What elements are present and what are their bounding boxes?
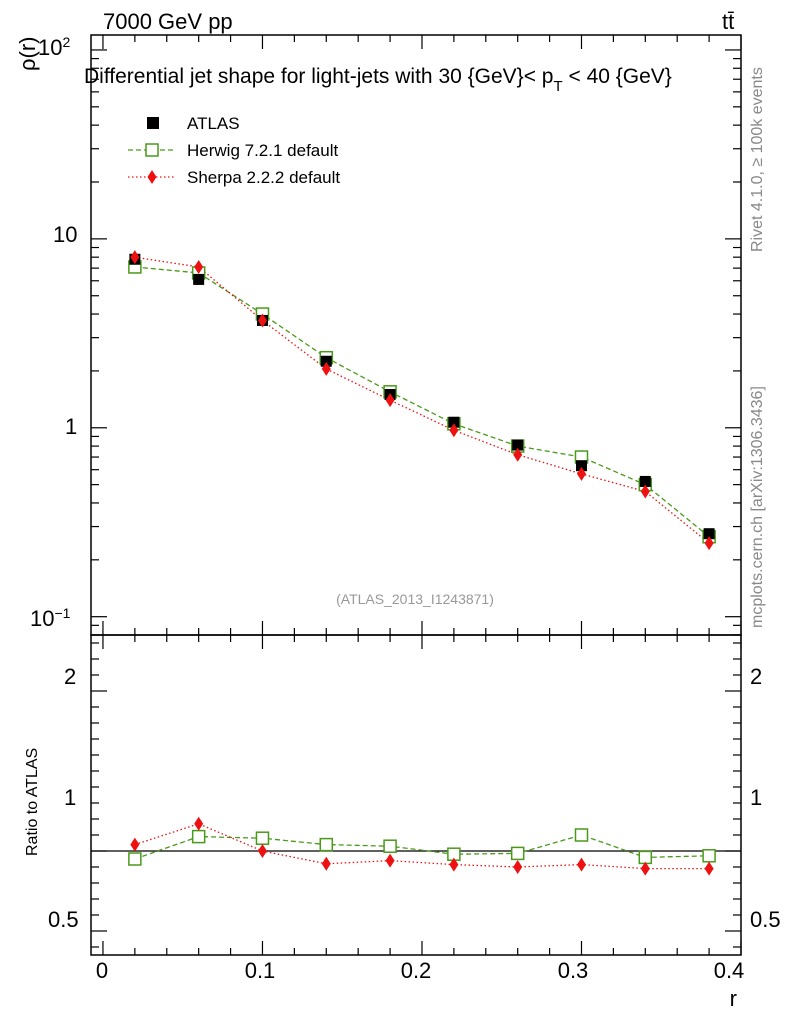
legend-marker-atlas (147, 117, 159, 129)
xtick-label-0.3: 0.3 (558, 958, 589, 983)
rivet-label: Rivet 4.1.0, ≥ 100k events (749, 67, 766, 252)
sherpa-point (321, 361, 331, 376)
sherpa-point (257, 313, 267, 328)
xlabel: r (730, 986, 737, 1011)
herwig-ratio-point (702, 849, 716, 863)
main-ylabel: ρ(r) (15, 37, 40, 72)
sherpa-ratio-point (640, 861, 650, 876)
herwig-ratio-point (319, 837, 334, 852)
sherpa-ratio-point (257, 844, 267, 858)
ratio-ylabel: Ratio to ATLAS (24, 748, 41, 856)
sherpa-point (449, 423, 459, 438)
sherpa-ratio-point (704, 861, 714, 876)
watermark: (ATLAS_2013_I1243871) (336, 591, 494, 607)
xtick-label-0.1: 0.1 (245, 958, 276, 983)
ytick-label-10: 10 (53, 222, 77, 247)
sherpa-ratio-point (130, 837, 140, 852)
atlas-point (320, 355, 332, 367)
herwig-ratio-point (383, 839, 397, 853)
legend-marker-herwig (145, 143, 159, 157)
ratio-series-layer (128, 816, 716, 876)
legend-label-sherpa: Sherpa 2.2.2 default (187, 168, 340, 187)
sherpa-ratio-point (576, 857, 586, 872)
sherpa-point (194, 259, 204, 274)
xtick-label-0: 0 (96, 958, 108, 983)
sherpa-ratio-point (513, 860, 523, 874)
herwig-ratio-point (128, 852, 142, 866)
herwig-line (134, 266, 710, 538)
sherpa-point (385, 393, 395, 408)
atlas-point (639, 475, 651, 487)
atlas-point (512, 439, 524, 451)
sherpa-point (130, 250, 140, 265)
process-label: tt̄ (722, 9, 734, 34)
title-subscript: T (553, 78, 562, 95)
legend-marker-sherpa (147, 170, 157, 184)
ytick-label-100: 102 (38, 34, 70, 60)
atlas-point (448, 416, 460, 428)
herwig-ratio-point (510, 846, 525, 861)
ratio-frame (90, 634, 742, 956)
sherpa-point (576, 466, 586, 481)
mcplots-label: mcplots.cern.ch [arXiv:1306.3436] (749, 386, 766, 628)
ratio-ytick-label-0.5: 0.5 (48, 907, 79, 932)
atlas-point (703, 528, 715, 540)
ratio-ytick-label-0.5-right: 0.5 (750, 907, 781, 932)
atlas-point (193, 273, 205, 285)
ratio-ytick-label-1-right: 1 (750, 785, 762, 810)
herwig-ratio-point (191, 829, 206, 844)
ratio-ytick-label-2: 2 (64, 664, 76, 689)
legend-label-atlas: ATLAS (187, 114, 240, 133)
sherpa-ratio-point (449, 857, 459, 872)
sherpa-ratio-line (134, 823, 710, 870)
energy-label: 7000 GeV pp (103, 9, 233, 34)
sherpa-line (134, 256, 710, 544)
sherpa-point (640, 484, 650, 499)
legend-label-herwig: Herwig 7.2.1 default (187, 141, 338, 160)
ytick-label-0.1: 10−1 (30, 605, 71, 631)
ratio-ytick-label-2-right: 2 (750, 664, 762, 689)
title-part-end: < 40 {GeV} (563, 65, 672, 88)
herwig-ratio-line (134, 834, 710, 860)
ratio-ytick-label-1: 1 (64, 785, 76, 810)
axis-ticks (91, 35, 742, 955)
sherpa-ratio-point (194, 816, 204, 831)
herwig-ratio-point (574, 828, 589, 842)
sherpa-point (513, 447, 523, 462)
ytick-label-1: 1 (65, 414, 77, 439)
legend: ATLAS Herwig 7.2.1 default Sherpa 2.2.2 … (128, 114, 340, 187)
atlas-point (575, 460, 587, 472)
title-part-main: Differential jet shape for light-jets wi… (84, 65, 553, 88)
herwig-ratio-point (255, 831, 270, 845)
main-series-layer (128, 250, 716, 551)
sherpa-point (704, 536, 714, 551)
xtick-label-0.2: 0.2 (401, 958, 432, 983)
chart-title: Differential jet shape for light-jets wi… (84, 65, 672, 95)
sherpa-ratio-point (321, 856, 331, 871)
xtick-label-0.4: 0.4 (714, 958, 745, 983)
sherpa-ratio-point (385, 853, 395, 868)
